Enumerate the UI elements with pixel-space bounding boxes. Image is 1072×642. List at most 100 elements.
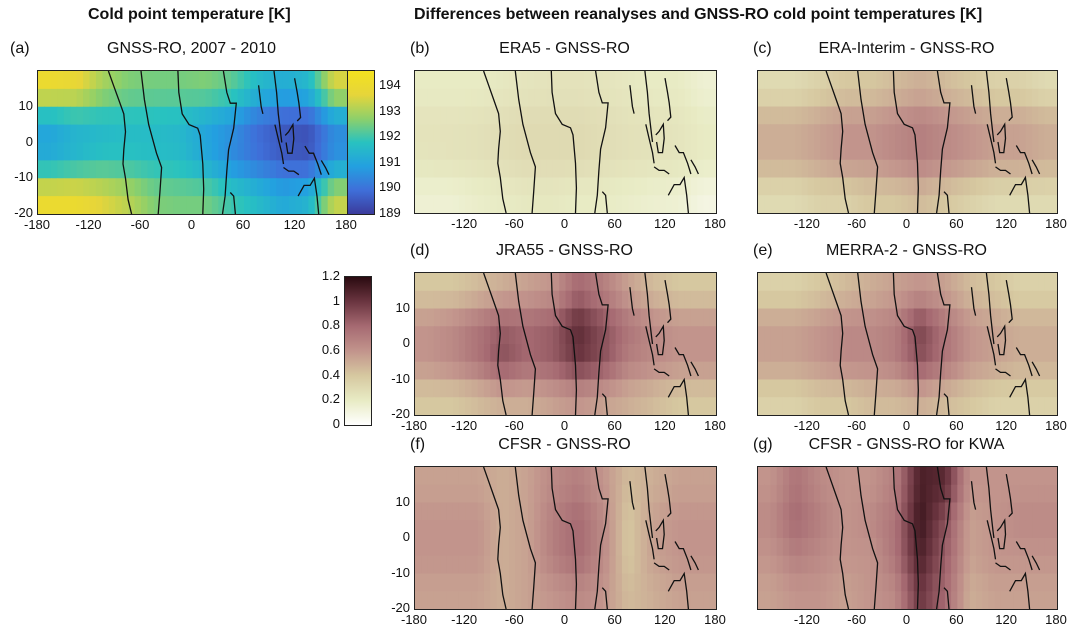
heatmap-cell [173, 196, 181, 214]
coastline [320, 160, 330, 175]
heatmap-cell [571, 502, 579, 521]
heatmap-cell [1044, 142, 1052, 161]
heatmap-cell [969, 520, 977, 539]
heatmap-cell [820, 326, 828, 345]
heatmap-cell [308, 88, 316, 108]
heatmap-cell [527, 502, 535, 521]
heatmap-cell [684, 177, 692, 196]
heatmap-cell [901, 124, 909, 143]
heatmap-cell [913, 88, 921, 108]
heatmap-cell [640, 177, 648, 196]
heatmap-cell [1038, 195, 1046, 213]
heatmap-cell [427, 177, 435, 196]
heatmap-cell [256, 71, 264, 90]
heatmap-cell [1000, 467, 1008, 486]
heatmap-cell [1038, 484, 1046, 504]
heatmap-cell [845, 397, 853, 415]
heatmap-cell [951, 538, 958, 557]
heatmap-cell [102, 124, 110, 144]
heatmap-cell [102, 196, 110, 214]
heatmap-cell [832, 71, 840, 90]
coastline [995, 166, 1011, 175]
heatmap-cell [782, 538, 790, 557]
heatmap-cell [415, 88, 422, 108]
heatmap-cell [458, 344, 466, 363]
heatmap-cell [994, 344, 1002, 363]
heatmap-cell [615, 106, 623, 125]
heatmap-cell [690, 124, 698, 143]
heatmap-cell [1032, 484, 1039, 504]
heatmap-cell [764, 379, 772, 398]
heatmap-cell [621, 573, 629, 592]
heatmap-cell [857, 361, 865, 381]
heatmap-cell [851, 177, 859, 196]
heatmap-cell [863, 538, 871, 557]
heatmap-cell [477, 159, 485, 179]
heatmap-cell [256, 106, 264, 126]
heatmap-cell [465, 88, 473, 108]
heatmap-cell [57, 106, 65, 126]
heatmap-cell [838, 502, 846, 521]
heatmap-cell [882, 538, 890, 557]
heatmap-cell [502, 502, 510, 521]
heatmap-cell [609, 573, 617, 592]
coastline [653, 166, 670, 175]
heatmap-cell [609, 467, 617, 486]
heatmap-cell [1019, 502, 1027, 521]
heatmap-cell [653, 106, 661, 125]
heatmap-cell [540, 591, 548, 609]
heatmap-cell [565, 88, 573, 108]
heatmap-cell [988, 177, 996, 196]
heatmap-cell [421, 397, 429, 415]
heatmap-cell [988, 502, 996, 521]
heatmap-cell [446, 88, 454, 108]
heatmap-cell [882, 555, 890, 575]
heatmap-cell [1032, 502, 1039, 521]
heatmap-cell [496, 106, 504, 125]
heatmap-cell [851, 273, 859, 292]
heatmap-cell [584, 467, 592, 486]
heatmap-cell [982, 177, 990, 196]
heatmap-cell [1019, 520, 1027, 539]
heatmap-cell [415, 71, 422, 90]
heatmap-cell [647, 555, 654, 575]
heatmap-cell [615, 591, 623, 609]
heatmap-cell [951, 573, 958, 592]
heatmap-cell [789, 361, 796, 381]
heatmap-cell [1050, 484, 1057, 504]
heatmap-cell [832, 538, 840, 557]
coastline [986, 326, 997, 366]
heatmap-cell [690, 555, 698, 575]
heatmap-cell [647, 467, 654, 486]
heatmap-cell [951, 124, 958, 143]
heatmap-cell [919, 484, 927, 504]
heatmap-cell [888, 71, 896, 90]
heatmap-cell [863, 555, 871, 575]
heatmap-cell [776, 379, 784, 398]
heatmap-cell [609, 88, 617, 108]
heatmap-cell [1050, 538, 1057, 557]
heatmap-cell [546, 538, 554, 557]
heatmap-cell [758, 344, 765, 363]
heatmap-cell [321, 142, 329, 161]
heatmap-cell [1007, 326, 1014, 345]
heatmap-cell [289, 124, 297, 144]
heatmap-cell [907, 520, 915, 539]
heatmap-cell [1050, 177, 1057, 196]
heatmap-cell [963, 361, 971, 381]
heatmap-cell [198, 88, 206, 108]
heatmap-cell [534, 290, 542, 310]
heatmap-cell [672, 177, 679, 196]
heatmap-cell [578, 177, 585, 196]
heatmap-cell [895, 290, 902, 310]
heatmap-cell [938, 573, 946, 592]
heatmap-cell [546, 361, 554, 381]
heatmap-cell [477, 467, 485, 486]
heatmap-cell [994, 290, 1002, 310]
heatmap-cell [308, 71, 316, 90]
heatmap-cell [678, 520, 686, 539]
x-tick-label: 180 [704, 612, 726, 627]
heatmap-cell [250, 196, 258, 214]
heatmap-cell [1007, 379, 1014, 398]
heatmap-cell [764, 326, 772, 345]
